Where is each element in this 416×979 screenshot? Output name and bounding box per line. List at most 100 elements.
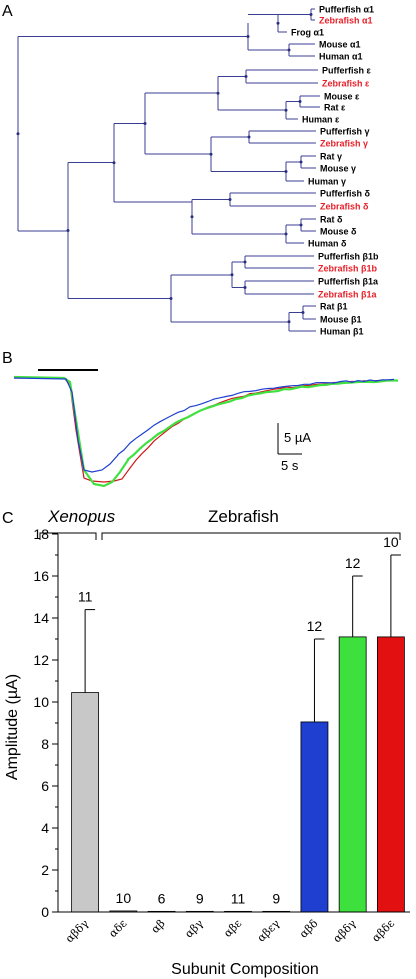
category-label: αβδ <box>297 917 321 941</box>
y-tick-label: 4 <box>41 820 49 836</box>
amplitude-bar-chart: Xenopus Zebrafish 0 2 4 6 8 10 12 14 16 18 11 αβδγ… <box>4 507 410 978</box>
tree-node <box>231 273 234 276</box>
group-label-zebrafish: Zebrafish <box>208 507 279 526</box>
y-tick-label: 10 <box>33 694 49 710</box>
tree-node <box>210 153 213 156</box>
category-label: αβδε <box>369 917 397 945</box>
scale-bar: 5 µA 5 s <box>278 423 311 473</box>
tree-node <box>300 161 303 164</box>
y-tick-label: 18 <box>33 526 49 542</box>
tree-leaf-label: Zebrafish ε <box>322 79 370 89</box>
tree-leaf-label: Human α1 <box>319 52 363 62</box>
y-tick-label: 6 <box>41 778 49 794</box>
tree-leaf-label: Human γ <box>308 177 346 187</box>
tree-leaf-label: Zebrafish β1a <box>318 290 378 300</box>
current-traces: 5 µA 5 s <box>14 370 398 486</box>
y-axis-title: Amplitude (µA) <box>4 674 21 780</box>
tree-node <box>217 92 220 95</box>
tree-node <box>285 109 288 112</box>
category-label: αβδγ <box>331 917 360 946</box>
group-label-xenopus: Xenopus <box>47 507 116 526</box>
tree-node <box>277 22 280 25</box>
n-label: 12 <box>307 618 323 634</box>
tree-leaf-label: Human δ <box>308 239 347 249</box>
tree-leaf-label: Mouse α1 <box>319 40 361 50</box>
tree-leaf-label: Human β1 <box>320 327 364 337</box>
tree-node <box>299 100 302 103</box>
bar <box>377 637 404 912</box>
category-label: αβδγ <box>63 917 92 946</box>
tree-leaf-label: Pufferfish γ <box>320 127 370 137</box>
tree-node <box>17 132 20 135</box>
tree-node <box>144 122 147 125</box>
tree-leaf-label: Rat ε <box>324 103 346 113</box>
y-tick-label: 8 <box>41 736 49 752</box>
n-label: 10 <box>116 890 132 906</box>
tree-leaf-label: Pufferfish β1a <box>318 277 379 287</box>
tree-node <box>113 161 116 164</box>
tree-leaf-label: Human ε <box>302 115 340 125</box>
tree-node <box>288 320 291 323</box>
n-label: 12 <box>345 555 361 571</box>
panel-b-letter: B <box>2 350 13 367</box>
tree-leaf-label: Rat γ <box>320 152 342 162</box>
tree-leaf-label: Rat δ <box>320 215 343 225</box>
n-label: 10 <box>383 534 399 550</box>
category-label: αβ <box>149 917 168 936</box>
n-label: 6 <box>158 890 166 906</box>
tree-node <box>288 49 291 52</box>
category-label: αβγ <box>182 917 206 941</box>
tree-node <box>244 286 247 289</box>
tree-node <box>170 297 173 300</box>
n-label: 11 <box>231 890 246 906</box>
category-label: αβε <box>221 917 244 940</box>
y-tick-label: 14 <box>33 610 49 626</box>
tree-leaf-label: Mouse ε <box>324 92 360 102</box>
tree-node <box>191 215 194 218</box>
tree-node <box>67 229 70 232</box>
y-tick-label: 2 <box>41 862 49 878</box>
y-tick-label: 0 <box>41 904 49 920</box>
scale-time-label: 5 s <box>281 458 299 473</box>
tree-node <box>285 170 288 173</box>
y-tick-label: 16 <box>33 568 49 584</box>
tree-leaf-label: Pufferfish δ <box>320 189 371 199</box>
group-brackets: Xenopus Zebrafish <box>40 507 400 540</box>
tree-leaf-label: Mouse β1 <box>320 315 362 325</box>
phylogenetic-tree: Pufferfish α1Zebrafish α1 Frog α1 Mouse α1… <box>17 5 380 337</box>
tree-leaf-label: Rat β1 <box>320 302 348 312</box>
bar <box>339 637 366 912</box>
bars: 11 αβδγ 10 αδε 6 αβ 9 αβγ 11 αβε 9 αβεγ 12 αβδ 12 αβδγ 1… <box>58 534 410 945</box>
tree-leaf-label: Pufferfish β1b <box>318 252 379 262</box>
x-axis-title: Subunit Composition <box>171 961 319 978</box>
tree-node <box>300 224 303 227</box>
tree-node <box>248 136 251 139</box>
tree-leaf-label: Zebrafish β1b <box>318 264 378 274</box>
tree-node <box>302 311 305 314</box>
tree-node <box>229 198 232 201</box>
category-label: αβεγ <box>255 917 283 945</box>
n-label: 11 <box>78 589 93 605</box>
tree-node <box>245 75 248 78</box>
y-axis: 0 2 4 6 8 10 12 14 16 18 <box>33 526 58 920</box>
category-label: αδε <box>106 917 129 940</box>
tree-leaf-label: Frog α1 <box>291 28 324 38</box>
tree-node <box>310 13 313 16</box>
tree-leaf-label: Pufferfish ε <box>322 66 372 76</box>
bar <box>72 693 99 912</box>
n-label: 9 <box>272 890 280 906</box>
n-label: 9 <box>196 890 204 906</box>
bar <box>301 722 328 912</box>
tree-leaf-label: Zebrafish γ <box>320 139 368 149</box>
tree-leaf-label: Zebrafish δ <box>320 202 369 212</box>
panel-c-letter: C <box>2 510 14 527</box>
tree-leaf-label: Zebrafish α1 <box>319 16 373 26</box>
tree-leaf-label: Pufferfish α1 <box>319 5 374 15</box>
scale-current-label: 5 µA <box>284 430 311 445</box>
tree-leaf-label: Mouse δ <box>320 227 357 237</box>
tree-node <box>244 261 247 264</box>
y-tick-label: 12 <box>33 652 49 668</box>
tree-leaf-label: Mouse γ <box>320 164 356 174</box>
panel-a-letter: A <box>2 3 13 20</box>
